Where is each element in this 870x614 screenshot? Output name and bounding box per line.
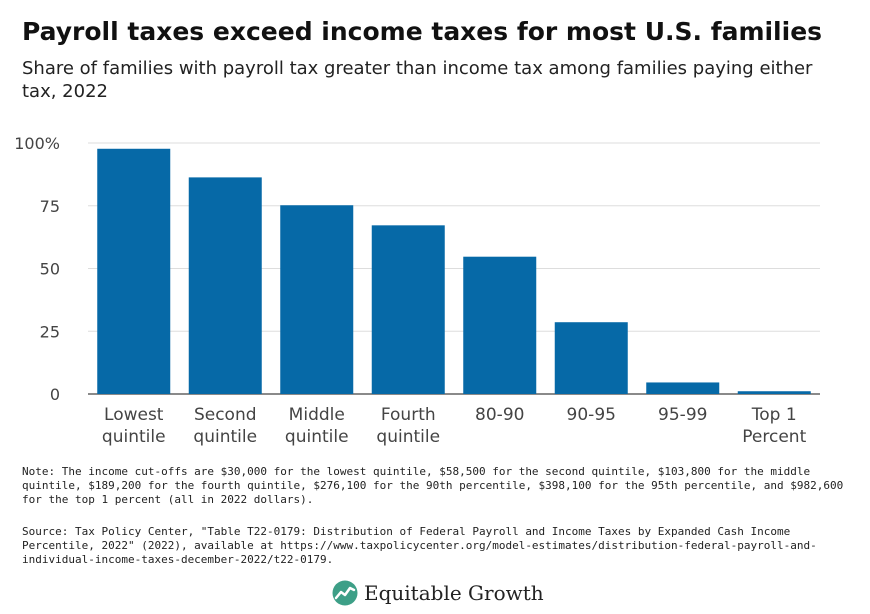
y-tick-label: 0 bbox=[50, 385, 60, 404]
bar-chart: 0 25 50 75 100% Lowest quintile Second quintile… bbox=[14, 134, 820, 447]
bar bbox=[371, 225, 445, 394]
bar bbox=[280, 205, 354, 394]
bar bbox=[97, 148, 171, 394]
bar bbox=[463, 256, 537, 394]
bars bbox=[97, 148, 811, 394]
x-tick-label: 90-95 bbox=[567, 405, 616, 425]
x-tick-label: 95-99 bbox=[658, 405, 707, 425]
y-tick-label: 100% bbox=[14, 134, 60, 153]
x-tick-label: Middle quintile bbox=[285, 405, 349, 447]
bar bbox=[554, 322, 628, 394]
source-citation: Source: Tax Policy Center, "Table T22-01… bbox=[22, 525, 817, 566]
y-tick-label: 75 bbox=[40, 197, 60, 216]
y-axis-ticks: 0 25 50 75 100% bbox=[14, 134, 60, 404]
x-tick-label: Lowest quintile bbox=[102, 405, 166, 447]
footnote: Note: The income cut-offs are $30,000 fo… bbox=[22, 465, 844, 506]
x-tick-label: 80-90 bbox=[475, 405, 524, 425]
chart-subtitle: Share of families with payroll tax great… bbox=[22, 58, 813, 102]
x-tick-label: Fourth quintile bbox=[376, 405, 440, 447]
bar bbox=[646, 382, 720, 394]
bar bbox=[737, 391, 811, 394]
x-tick-label: Top 1 Percent bbox=[742, 405, 806, 447]
x-tick-label: Second quintile bbox=[193, 405, 257, 447]
growth-chart-icon bbox=[332, 580, 358, 606]
equitable-growth-logo: Equitable Growth bbox=[332, 578, 544, 608]
chart-title: Payroll taxes exceed income taxes for mo… bbox=[22, 17, 823, 46]
logo-text: Equitable Growth bbox=[364, 581, 544, 605]
bar bbox=[188, 177, 262, 394]
y-tick-label: 25 bbox=[40, 322, 60, 341]
y-tick-label: 50 bbox=[40, 260, 60, 279]
x-axis-ticks: Lowest quintile Second quintile Middle quinti… bbox=[102, 405, 807, 447]
